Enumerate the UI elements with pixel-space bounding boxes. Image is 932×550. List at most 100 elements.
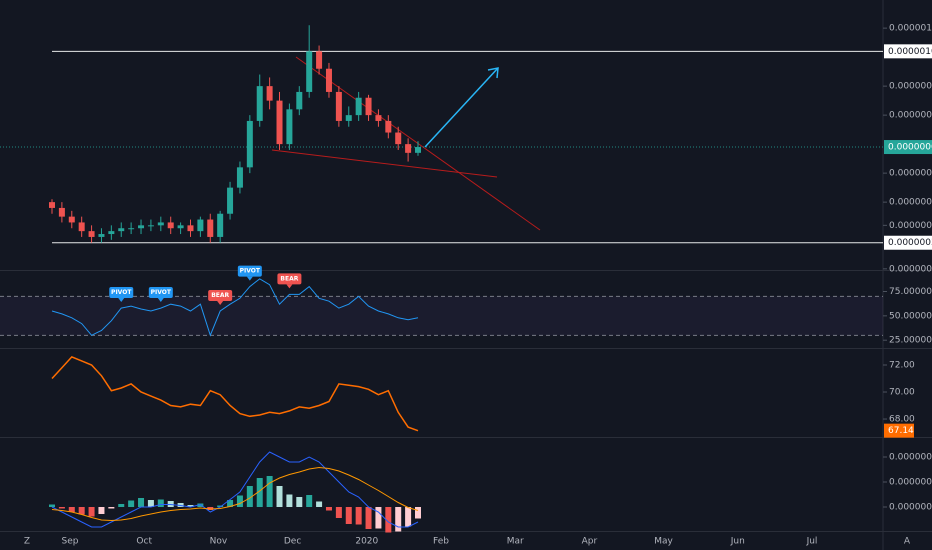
candle-body: [167, 222, 174, 229]
candle-body: [58, 207, 65, 217]
histogram-bar: [118, 504, 125, 507]
candle-body: [306, 51, 313, 92]
candle-body: [197, 219, 204, 232]
candle-body: [49, 202, 55, 208]
annotation-label: PIVOT: [151, 289, 172, 296]
arrow-head: [487, 67, 499, 79]
histogram-bar: [217, 505, 224, 507]
candle-body: [177, 225, 184, 229]
annotation-box: [109, 287, 134, 299]
y-tick-label: 0.00000090: [889, 82, 932, 92]
x-tick-label: Oct: [136, 537, 152, 547]
histogram-bar: [256, 478, 263, 507]
histogram-bar: [405, 507, 412, 527]
annotation-box: [148, 287, 173, 299]
histogram-bar: [128, 500, 135, 507]
x-tick-label: Jul: [806, 537, 818, 547]
histogram-bar: [157, 499, 164, 507]
x-tick-label: 2020: [355, 537, 378, 547]
price-label: 0.00000069: [888, 143, 932, 153]
histogram-bar: [88, 507, 95, 517]
y-tick-label: 25.00000000: [889, 336, 932, 346]
indicator-line: [51, 278, 419, 337]
histogram-bar: [58, 507, 65, 509]
x-tick-label: Feb: [433, 537, 449, 547]
histogram-bar: [335, 507, 342, 518]
candle-body: [385, 120, 392, 133]
histogram-bar: [78, 507, 85, 515]
candle-body: [246, 120, 253, 168]
y-tick-label: 0.00000000: [889, 503, 932, 513]
x-tick-label: May: [654, 537, 673, 547]
y-tick-label: 0.00000060: [889, 169, 932, 179]
candle-body: [405, 144, 412, 153]
histogram-bar: [108, 507, 115, 509]
histogram-bar: [415, 507, 421, 519]
histogram-bar: [266, 476, 273, 507]
trend-line: [271, 149, 498, 178]
histogram-bar: [365, 507, 372, 529]
x-tick-label: Sep: [62, 537, 79, 547]
histogram-bar: [316, 501, 323, 507]
annotation-box: [208, 289, 233, 301]
annotation-pointer: [217, 300, 224, 305]
histogram-bar: [138, 498, 145, 507]
candle-body: [227, 187, 234, 214]
candle-body: [325, 68, 332, 92]
y-tick-label: 68.00: [889, 415, 915, 425]
annotation-label: BEAR: [280, 275, 298, 282]
ui-icon[interactable]: A: [904, 537, 911, 547]
indicator-line: [51, 356, 419, 432]
candle-body: [217, 213, 224, 237]
candle-body: [395, 132, 402, 145]
candle-body: [118, 228, 125, 232]
candle-body: [266, 86, 273, 101]
price-label-box: [884, 140, 932, 155]
histogram-bar: [375, 507, 382, 529]
candle-body: [98, 234, 105, 237]
candle-body: [78, 222, 85, 232]
histogram-bar: [187, 505, 194, 507]
annotation-label: PIVOT: [240, 268, 261, 275]
histogram-bar: [296, 497, 303, 507]
histogram-bar: [345, 507, 352, 524]
candle-body: [316, 51, 323, 69]
candle-body: [157, 222, 164, 226]
annotation-label: BEAR: [211, 292, 229, 299]
candle-body: [375, 115, 382, 121]
last-value-box: [884, 423, 914, 438]
x-tick-label: Nov: [210, 537, 228, 547]
y-tick-label: 0.00000005: [889, 478, 932, 488]
histogram-bar: [68, 507, 75, 512]
candle-body: [108, 231, 115, 235]
x-tick-label: Jun: [730, 537, 745, 547]
candle-body: [128, 228, 135, 230]
candle-body: [335, 91, 342, 121]
candle-body: [296, 91, 303, 110]
annotation-box: [237, 265, 262, 277]
x-tick-label: Apr: [582, 537, 598, 547]
candle-body: [286, 109, 293, 145]
y-tick-label: 0.00000027: [889, 264, 932, 274]
annotation-pointer: [286, 284, 293, 289]
y-tick-label: 0.00000080: [889, 111, 932, 121]
y-tick-label: 0.00000110: [889, 24, 932, 34]
forecast-arrow: [424, 67, 499, 148]
y-tick-label: 0.00000010: [889, 453, 932, 463]
candle-body: [345, 115, 352, 121]
candle-body: [88, 231, 95, 237]
candle-body: [355, 97, 362, 116]
macd-line: [51, 451, 419, 528]
ui-icon[interactable]: Z: [24, 537, 30, 547]
histogram-bar: [395, 507, 402, 532]
histogram-bar: [49, 504, 55, 507]
histogram-bar: [325, 507, 332, 511]
level-band: [0, 296, 883, 336]
price-label-box: [884, 235, 932, 250]
last-value-label: 67.14: [888, 426, 914, 436]
annotation-pointer: [246, 276, 253, 281]
y-tick-label: 0.00000042: [889, 221, 932, 231]
candle-body: [187, 225, 194, 232]
